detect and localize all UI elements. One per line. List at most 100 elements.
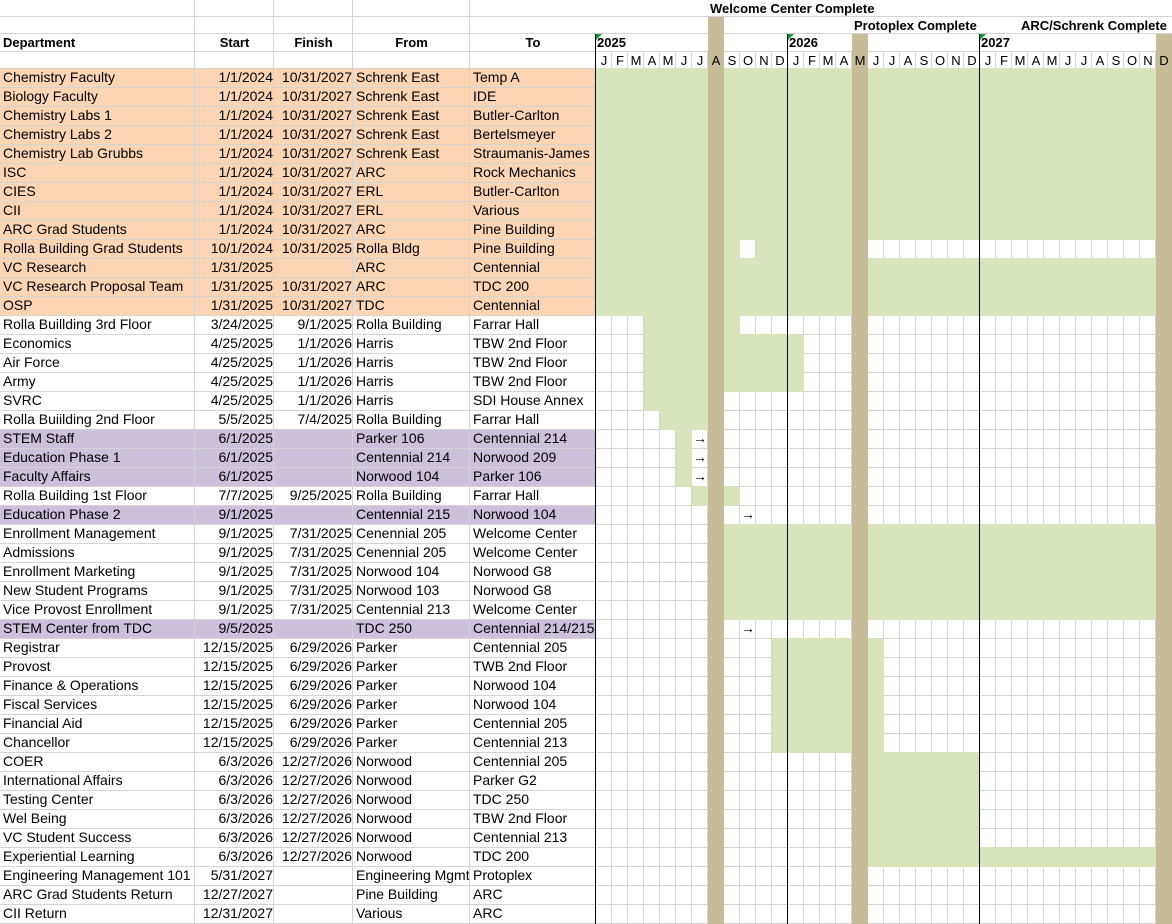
month-label: J xyxy=(1064,53,1072,68)
table-cell: 1/31/2025 xyxy=(210,297,273,313)
month-label: N xyxy=(759,53,769,68)
gantt-bar xyxy=(596,201,1172,221)
table-cell: 1/1/2026 xyxy=(297,392,353,408)
grid-line xyxy=(1011,52,1012,924)
table-cell: 12/27/2026 xyxy=(281,810,352,826)
table-cell: 6/29/2026 xyxy=(289,696,352,712)
row-fill xyxy=(0,468,596,487)
table-cell: Financial Aid xyxy=(3,715,83,731)
table-cell: Chemistry Labs 1 xyxy=(3,107,112,123)
grid-line xyxy=(0,752,1172,753)
table-cell: Parker xyxy=(356,734,398,750)
table-cell: 6/29/2026 xyxy=(289,734,352,750)
table-cell: 6/29/2026 xyxy=(289,677,352,693)
milestone-label: ARC/Schrenk Complete xyxy=(1021,18,1167,33)
table-cell: TBW 2nd Floor xyxy=(473,810,568,826)
grid-line xyxy=(1107,52,1108,924)
table-cell: 10/31/2027 xyxy=(281,69,352,85)
month-label: A xyxy=(839,53,849,68)
table-cell: Rolla Building 1st Floor xyxy=(3,487,147,503)
grid-line xyxy=(0,638,1172,639)
table-cell: Norwood xyxy=(356,753,413,769)
table-cell: Welcome Center xyxy=(473,601,578,617)
table-cell: 6/29/2026 xyxy=(289,715,352,731)
year-label: 2026 xyxy=(789,35,818,50)
table-cell: 1/31/2025 xyxy=(210,278,273,294)
grid-line xyxy=(0,334,1172,335)
table-cell: Norwood 104 xyxy=(473,696,557,712)
table-cell: Admissions xyxy=(3,544,75,560)
table-cell: Parker xyxy=(356,677,398,693)
gantt-bar xyxy=(596,144,1172,164)
grid-line xyxy=(0,258,1172,259)
table-cell: 12/27/2027 xyxy=(202,886,273,902)
arrow-marker: → xyxy=(741,620,755,636)
grid-line xyxy=(0,885,1172,886)
month-label: J xyxy=(792,53,800,68)
gantt-bar xyxy=(596,87,1172,107)
gantt-bar xyxy=(724,543,1156,563)
table-cell: VC Research Proposal Team xyxy=(3,278,184,294)
gantt-bar xyxy=(644,334,804,354)
table-cell: 12/27/2026 xyxy=(281,791,352,807)
table-cell: Parker 106 xyxy=(356,430,425,446)
gantt-bar xyxy=(596,125,1172,145)
arrow-marker: → xyxy=(693,449,707,465)
table-cell: IDE xyxy=(473,88,497,104)
row-fill xyxy=(0,297,596,316)
row-fill xyxy=(0,69,596,88)
table-cell: CII Return xyxy=(3,905,67,921)
month-label: O xyxy=(742,53,754,68)
table-cell: 1/1/2026 xyxy=(297,373,353,389)
table-cell: Rolla Building xyxy=(356,411,442,427)
table-cell: 4/25/2025 xyxy=(210,392,273,408)
grid-line xyxy=(0,600,1172,601)
table-cell: Butler-Carlton xyxy=(473,107,560,123)
grid-line xyxy=(0,201,1172,202)
table-cell: Parker G2 xyxy=(473,772,537,788)
month-label: J xyxy=(872,53,880,68)
table-cell: TBW 2nd Floor xyxy=(473,335,568,351)
table-cell: SVRC xyxy=(3,392,42,408)
row-fill xyxy=(0,240,596,259)
table-cell: Air Force xyxy=(3,354,60,370)
table-cell: Rolla Buillding 3rd Floor xyxy=(3,316,152,332)
month-label: D xyxy=(967,53,977,68)
table-cell: Chemistry Lab Grubbs xyxy=(3,145,144,161)
grid-line xyxy=(0,733,1172,734)
table-cell: 7/31/2025 xyxy=(289,601,352,617)
table-cell: 6/29/2026 xyxy=(289,639,352,655)
table-cell: 1/1/2024 xyxy=(218,202,274,218)
table-cell: 10/31/2027 xyxy=(281,297,352,313)
row-fill xyxy=(0,278,596,297)
table-cell: Centennial 213 xyxy=(356,601,451,617)
table-cell: 1/1/2024 xyxy=(218,107,274,123)
month-label: N xyxy=(951,53,961,68)
month-label: S xyxy=(727,53,737,68)
gantt-bar xyxy=(644,391,724,411)
table-cell: New Student Programs xyxy=(3,582,148,598)
table-cell: 7/7/2025 xyxy=(218,487,274,503)
table-cell: Vice Provost Enrollment xyxy=(3,601,153,617)
row-fill xyxy=(0,164,596,183)
table-cell: Centennial 213 xyxy=(473,734,568,750)
table-cell: Norwood 209 xyxy=(473,449,557,465)
table-cell: ERL xyxy=(356,183,384,199)
table-cell: Chancellor xyxy=(3,734,70,750)
table-cell: Farrar Hall xyxy=(473,411,540,427)
table-cell: Testing Center xyxy=(3,791,94,807)
row-fill xyxy=(0,202,596,221)
table-cell: Army xyxy=(3,373,36,389)
month-label: J xyxy=(984,53,992,68)
table-cell: 1/1/2024 xyxy=(218,69,274,85)
table-cell: Centennial 214/215 xyxy=(473,620,595,636)
grid-line xyxy=(659,52,660,924)
row-fill xyxy=(0,221,596,240)
table-cell: Parker 106 xyxy=(473,468,542,484)
table-cell: 12/15/2025 xyxy=(202,696,273,712)
month-label: M xyxy=(1046,53,1058,68)
grid-line xyxy=(643,52,644,924)
table-cell: Centennial 214 xyxy=(473,430,568,446)
table-cell: Norwood 103 xyxy=(356,582,440,598)
